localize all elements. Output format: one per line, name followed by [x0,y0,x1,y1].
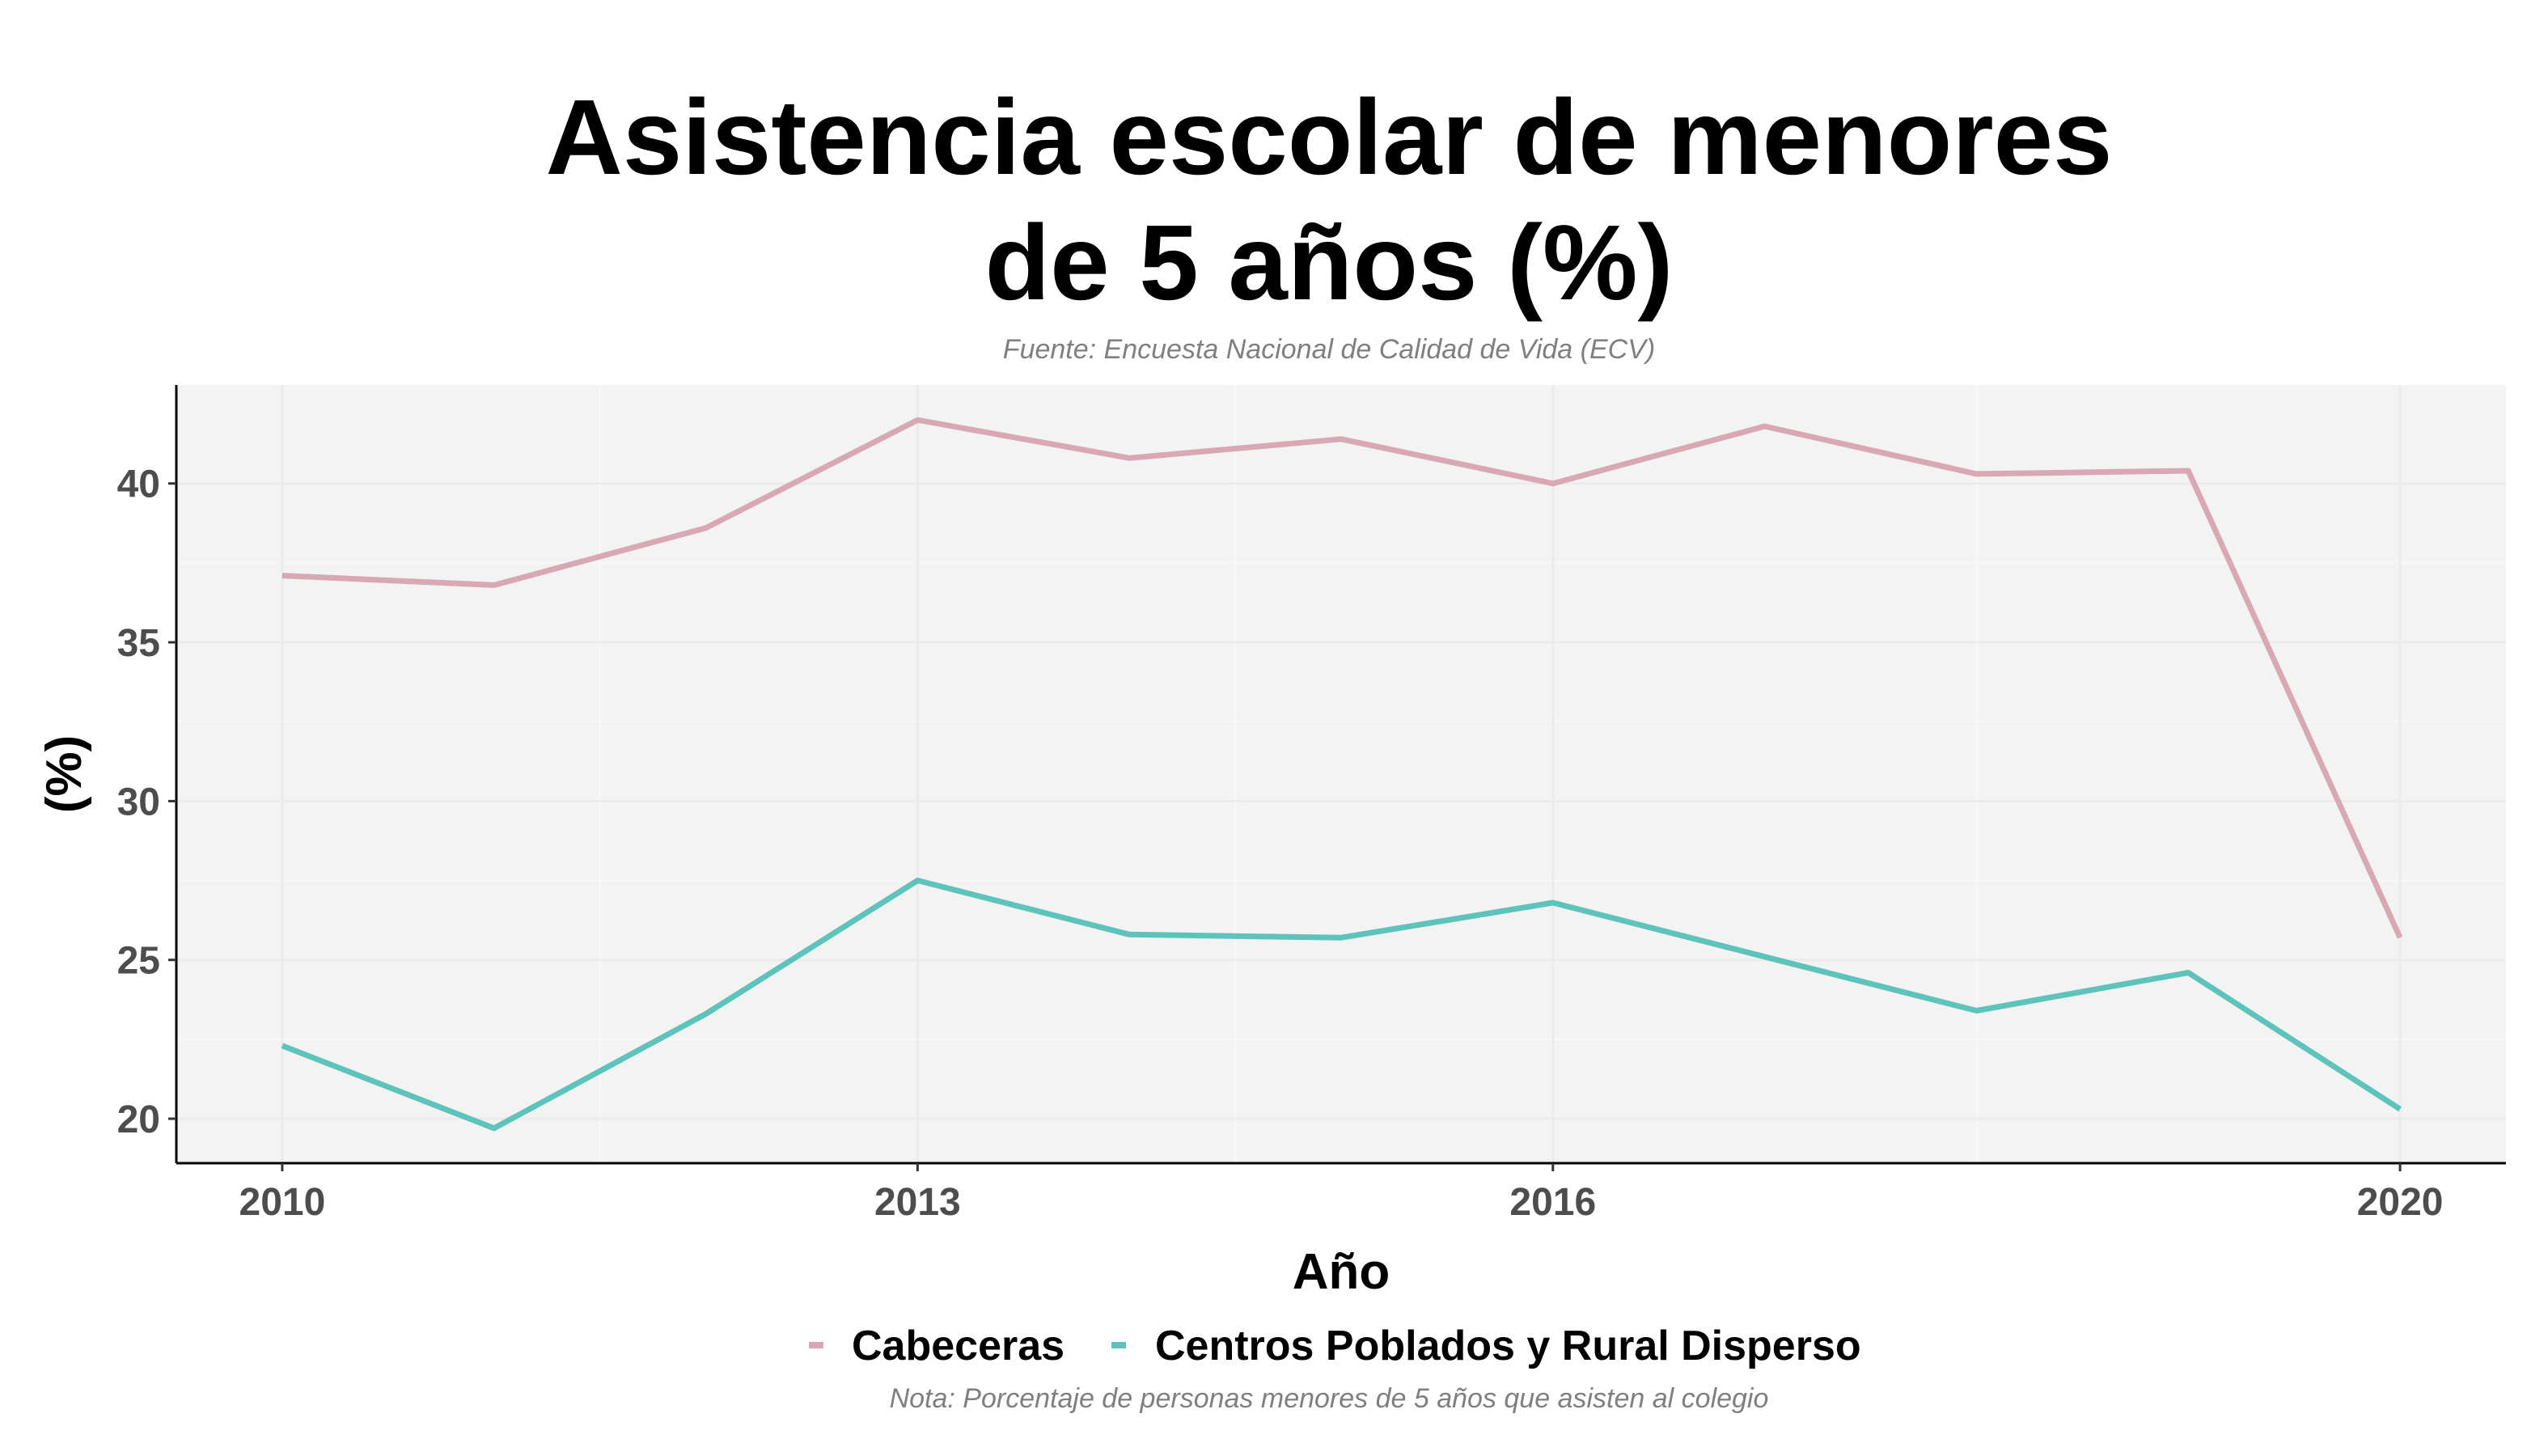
y-tick-label: 40 [117,463,160,506]
y-tick-label: 25 [117,940,160,983]
series-line-cabeceras [281,417,2403,939]
y-tick-label: 30 [117,781,160,823]
y-axis-ticks: 20 25 30 35 40 [117,463,176,1141]
legend: Cabeceras Centros Poblados y Rural Dispe… [809,1323,1861,1369]
y-tick-label: 35 [117,622,160,665]
plot-panel [175,385,2506,1165]
series-lines [281,417,2403,1132]
x-axis-title: Año [1293,1244,1390,1300]
chart-subtitle: Fuente: Encuesta Nacional de Calidad de … [1003,334,1655,365]
x-tick-label: 2013 [874,1181,961,1224]
chart-caption: Nota: Porcentaje de personas menores de … [890,1383,1769,1414]
legend-label-centros-poblados: Centros Poblados y Rural Disperso [1155,1323,1861,1369]
y-tick-label: 20 [117,1098,160,1141]
x-tick-label: 2020 [2357,1181,2444,1224]
series-line-centros-poblados [281,878,2402,1132]
gridlines [176,385,2506,1163]
y-axis-title: (%) [36,735,92,813]
plot-panel-background [176,385,2506,1163]
x-tick-label: 2010 [239,1181,326,1224]
chart-title-line-1: Asistencia escolar de menores [546,78,2113,197]
x-axis-ticks: 2010 2013 2016 2020 [239,1163,2444,1224]
legend-label-cabeceras: Cabeceras [852,1323,1064,1369]
chart-title-line-2: de 5 años (%) [985,203,1674,322]
x-tick-label: 2016 [1509,1181,1596,1224]
